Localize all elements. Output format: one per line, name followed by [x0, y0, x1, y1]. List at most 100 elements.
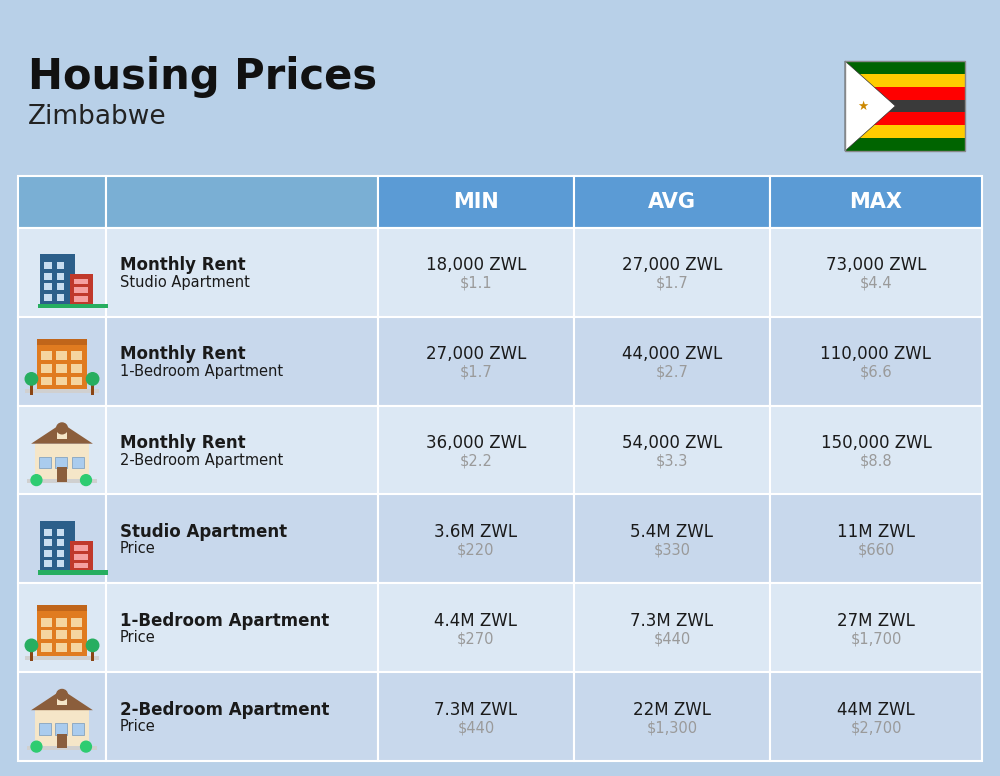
Bar — [57, 428, 67, 438]
Text: 4.4M ZWL: 4.4M ZWL — [434, 611, 518, 630]
Bar — [30, 384, 33, 395]
Bar — [574, 176, 770, 228]
Bar — [770, 672, 982, 761]
Bar — [37, 339, 87, 345]
Bar — [57, 272, 64, 279]
Text: $1,300: $1,300 — [646, 720, 698, 735]
Bar — [74, 287, 88, 293]
Bar — [770, 317, 982, 406]
Bar — [106, 317, 378, 406]
Bar — [57, 283, 64, 290]
Bar — [845, 138, 965, 151]
Polygon shape — [31, 690, 93, 710]
Bar — [71, 352, 82, 360]
Bar — [91, 384, 94, 395]
Bar — [41, 618, 52, 627]
Text: 18,000 ZWL: 18,000 ZWL — [426, 256, 526, 275]
Text: 110,000 ZWL: 110,000 ZWL — [820, 345, 932, 363]
Bar — [845, 74, 965, 87]
Bar — [55, 457, 67, 468]
Bar — [18, 584, 106, 672]
Circle shape — [81, 741, 91, 752]
Bar — [56, 376, 67, 386]
Text: $660: $660 — [857, 542, 895, 557]
Bar — [845, 61, 965, 151]
Text: 36,000 ZWL: 36,000 ZWL — [426, 434, 526, 452]
Bar — [57, 549, 64, 556]
Bar — [71, 364, 82, 372]
Circle shape — [81, 475, 91, 486]
Text: 5.4M ZWL: 5.4M ZWL — [631, 523, 714, 541]
Text: Price: Price — [120, 630, 156, 646]
Text: $2.2: $2.2 — [460, 454, 492, 469]
Text: 22M ZWL: 22M ZWL — [633, 701, 711, 719]
Text: 150,000 ZWL: 150,000 ZWL — [821, 434, 931, 452]
Bar — [106, 228, 378, 317]
Bar — [44, 549, 52, 556]
Bar — [37, 605, 87, 658]
Bar — [378, 584, 574, 672]
Text: $330: $330 — [654, 542, 690, 557]
Bar — [106, 494, 378, 584]
Text: 1-Bedroom Apartment: 1-Bedroom Apartment — [120, 611, 329, 630]
Bar — [57, 467, 67, 482]
Bar — [44, 293, 52, 300]
Bar — [57, 539, 64, 546]
Bar — [41, 630, 52, 639]
Bar — [55, 723, 67, 735]
Bar — [770, 584, 982, 672]
Bar — [56, 352, 67, 360]
Text: MAX: MAX — [850, 192, 902, 212]
Bar — [57, 695, 67, 705]
Bar — [574, 317, 770, 406]
Bar — [574, 494, 770, 584]
Text: Monthly Rent: Monthly Rent — [120, 345, 246, 363]
Bar — [106, 672, 378, 761]
Bar — [845, 125, 965, 138]
Text: Studio Apartment: Studio Apartment — [120, 275, 250, 290]
Text: $1,700: $1,700 — [850, 631, 902, 646]
Bar — [44, 272, 52, 279]
Bar — [41, 376, 52, 386]
Bar — [25, 389, 99, 393]
Bar — [74, 554, 88, 559]
Bar — [44, 539, 52, 546]
Bar — [845, 61, 965, 74]
Bar — [770, 494, 982, 584]
Bar — [41, 364, 52, 372]
Bar — [37, 339, 87, 391]
Bar — [378, 176, 574, 228]
Bar — [44, 262, 52, 269]
Bar — [37, 605, 87, 611]
Text: Studio Apartment: Studio Apartment — [120, 523, 287, 541]
Text: Monthly Rent: Monthly Rent — [120, 256, 246, 275]
Text: ★: ★ — [857, 99, 869, 113]
Text: AVG: AVG — [648, 192, 696, 212]
Bar — [72, 457, 84, 468]
Bar — [106, 406, 378, 494]
Bar — [27, 746, 97, 750]
Bar — [39, 457, 51, 468]
Bar — [71, 376, 82, 386]
Bar — [18, 494, 106, 584]
Bar — [70, 541, 93, 573]
Bar — [574, 228, 770, 317]
Bar — [18, 176, 106, 228]
Bar — [574, 406, 770, 494]
Bar — [56, 643, 67, 652]
Text: 27,000 ZWL: 27,000 ZWL — [622, 256, 722, 275]
Bar — [44, 560, 52, 567]
Bar — [57, 293, 64, 300]
Text: 11M ZWL: 11M ZWL — [837, 523, 915, 541]
Text: 27M ZWL: 27M ZWL — [837, 611, 915, 630]
Bar — [378, 494, 574, 584]
Bar — [56, 618, 67, 627]
Bar — [57, 733, 67, 748]
Text: 44,000 ZWL: 44,000 ZWL — [622, 345, 722, 363]
Bar — [35, 444, 89, 482]
Text: $2,700: $2,700 — [850, 720, 902, 735]
Bar — [56, 630, 67, 639]
Bar — [378, 228, 574, 317]
Bar — [574, 672, 770, 761]
Circle shape — [31, 475, 42, 486]
